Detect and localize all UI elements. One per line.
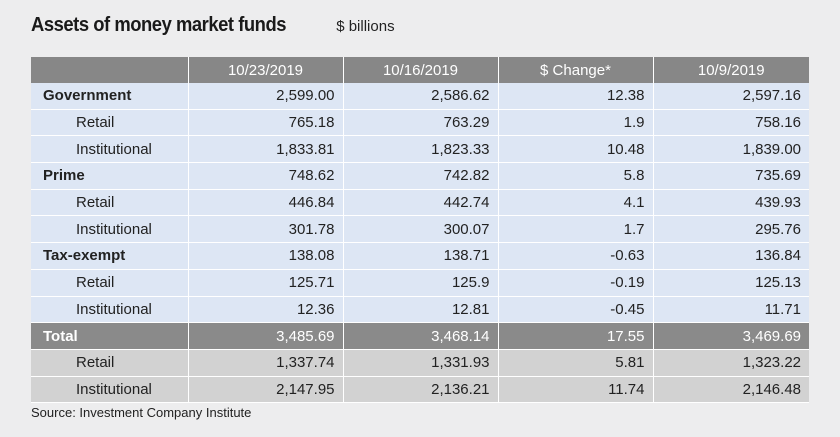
table-cell: 2,597.16 — [653, 83, 809, 110]
column-header: 10/23/2019 — [188, 57, 344, 83]
table-row: Retail 765.18 763.29 1.9 758.16 — [31, 109, 809, 137]
table-cell: 758.16 — [653, 109, 809, 137]
table-cell: 1.9 — [498, 109, 654, 137]
row-label: Retail — [31, 109, 189, 137]
table-cell: 2,147.95 — [188, 376, 344, 404]
row-label: Tax-exempt — [31, 242, 189, 270]
table-cell: 2,599.00 — [188, 83, 344, 110]
table-cell: 2,586.62 — [343, 83, 499, 110]
table-row: Government 2,599.00 2,586.62 12.38 2,597.16 — [31, 83, 809, 110]
table-row: Tax-exempt 138.08 138.71 -0.63 136.84 — [31, 242, 809, 270]
table-cell: 12.38 — [498, 83, 654, 110]
table-cell: -0.63 — [498, 242, 654, 270]
table-cell: 2,146.48 — [653, 376, 809, 404]
table-cell: 765.18 — [188, 109, 344, 137]
column-header — [31, 57, 189, 83]
table-cell: 3,468.14 — [343, 322, 499, 350]
table-cell: 1,331.93 — [343, 349, 499, 377]
table-cell: 763.29 — [343, 109, 499, 137]
row-label: Government — [31, 83, 189, 110]
table-cell: 742.82 — [343, 162, 499, 190]
row-label: Retail — [31, 349, 189, 377]
table-cell: 5.8 — [498, 162, 654, 190]
table-cell: 1.7 — [498, 215, 654, 244]
row-label: Total — [31, 322, 189, 350]
table-row: Institutional 301.78 300.07 1.7 295.76 — [31, 215, 809, 244]
table-cell: 1,839.00 — [653, 135, 809, 164]
table-cell: 138.08 — [188, 242, 344, 270]
table-row: Institutional 12.36 12.81 -0.45 11.71 — [31, 296, 809, 324]
table-row: Institutional 1,833.81 1,823.33 10.48 1,839.… — [31, 135, 809, 164]
table-cell: 446.84 — [188, 189, 344, 217]
table-row: Retail 446.84 442.74 4.1 439.93 — [31, 189, 809, 217]
table-cell: 125.71 — [188, 269, 344, 297]
table-cell: 12.36 — [188, 296, 344, 324]
table-cell: 1,337.74 — [188, 349, 344, 377]
assets-table: 10/23/2019 10/16/2019 $ Change* 10/9/201… — [31, 57, 809, 404]
unit-label: $ billions — [336, 18, 395, 35]
table-cell: 735.69 — [653, 162, 809, 190]
title-row: Assets of money market funds $ billions — [31, 14, 395, 37]
table-cell: 125.13 — [653, 269, 809, 297]
table-cell: 300.07 — [343, 215, 499, 244]
table-cell: 301.78 — [188, 215, 344, 244]
table-cell: 295.76 — [653, 215, 809, 244]
table-cell: 3,485.69 — [188, 322, 344, 350]
table-cell: 3,469.69 — [653, 322, 809, 350]
table-row: Institutional 2,147.95 2,136.21 11.74 2,146.… — [31, 376, 809, 404]
table-cell: 439.93 — [653, 189, 809, 217]
row-label: Prime — [31, 162, 189, 190]
table-cell: 1,833.81 — [188, 135, 344, 164]
table-cell: -0.19 — [498, 269, 654, 297]
table-cell: 5.81 — [498, 349, 654, 377]
row-label: Institutional — [31, 215, 189, 244]
table-cell: 12.81 — [343, 296, 499, 324]
table-row: Total 3,485.69 3,468.14 17.55 3,469.69 — [31, 322, 809, 350]
table-header-row: 10/23/2019 10/16/2019 $ Change* 10/9/201… — [31, 57, 809, 83]
column-header: $ Change* — [498, 57, 654, 83]
table-cell: 136.84 — [653, 242, 809, 270]
table-cell: -0.45 — [498, 296, 654, 324]
row-label: Institutional — [31, 376, 189, 404]
table-cell: 442.74 — [343, 189, 499, 217]
table-cell: 10.48 — [498, 135, 654, 164]
source-note: Source: Investment Company Institute — [31, 405, 252, 420]
table-cell: 11.74 — [498, 376, 654, 404]
table-cell: 17.55 — [498, 322, 654, 350]
table-cell: 4.1 — [498, 189, 654, 217]
table-row: Retail 125.71 125.9 -0.19 125.13 — [31, 269, 809, 297]
table-cell: 11.71 — [653, 296, 809, 324]
table-row: Retail 1,337.74 1,331.93 5.81 1,323.22 — [31, 349, 809, 377]
table-row: Prime 748.62 742.82 5.8 735.69 — [31, 162, 809, 190]
table-cell: 1,323.22 — [653, 349, 809, 377]
page-title: Assets of money market funds — [31, 14, 287, 36]
table-cell: 2,136.21 — [343, 376, 499, 404]
column-header: 10/9/2019 — [653, 57, 809, 83]
row-label: Institutional — [31, 135, 189, 164]
table-cell: 1,823.33 — [343, 135, 499, 164]
row-label: Retail — [31, 189, 189, 217]
column-header: 10/16/2019 — [343, 57, 499, 83]
table-cell: 138.71 — [343, 242, 499, 270]
table-cell: 748.62 — [188, 162, 344, 190]
row-label: Retail — [31, 269, 189, 297]
table-cell: 125.9 — [343, 269, 499, 297]
row-label: Institutional — [31, 296, 189, 324]
